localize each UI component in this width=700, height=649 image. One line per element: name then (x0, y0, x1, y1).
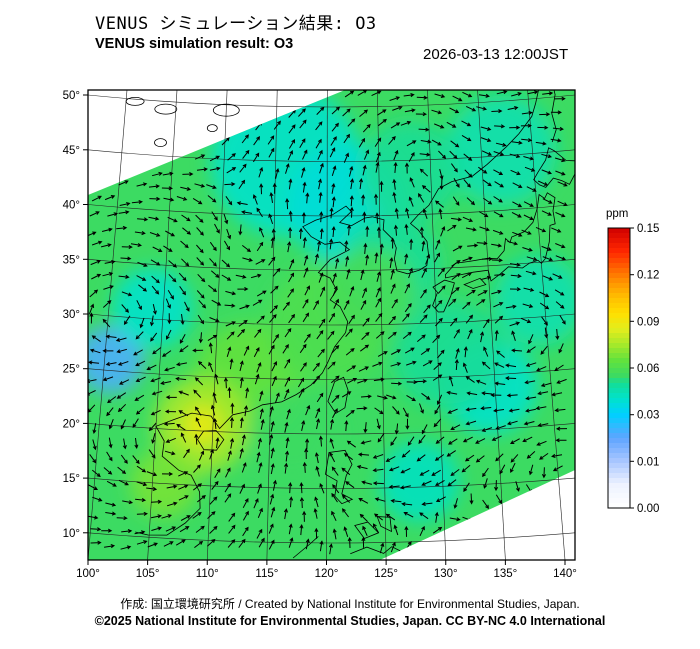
svg-text:25°: 25° (63, 364, 80, 376)
svg-text:0.00: 0.00 (637, 503, 659, 515)
svg-text:100°: 100° (76, 568, 100, 580)
svg-text:ppm: ppm (606, 208, 628, 220)
svg-text:0.09: 0.09 (637, 316, 659, 328)
timestamp: 2026-03-13 12:00JST (423, 46, 569, 63)
svg-text:45°: 45° (63, 145, 80, 157)
credit-line: 作成: 国立環境研究所 / Created by National Instit… (120, 597, 580, 611)
svg-text:40°: 40° (63, 200, 80, 212)
svg-text:0.06: 0.06 (637, 363, 659, 375)
svg-text:105°: 105° (136, 568, 160, 580)
svg-text:20°: 20° (63, 418, 80, 430)
svg-text:120°: 120° (315, 568, 339, 580)
y-axis-labels: 50° 45° 40° 35° 30° 25° 20° 15° 10° (63, 90, 88, 540)
colorbar-ticks: 0.15 0.12 0.09 0.06 0.03 0.01 0.00 (630, 223, 659, 515)
license-line: ©2025 National Institute for Environment… (94, 614, 606, 628)
svg-text:135°: 135° (493, 568, 517, 580)
svg-text:50°: 50° (63, 90, 80, 102)
x-axis-labels: 100° 105° 110° 115° 120° 125° 130° 135° 140° (76, 560, 577, 580)
wind-vectors (88, 90, 568, 555)
svg-text:15°: 15° (63, 473, 80, 485)
ozone-field (88, 90, 575, 560)
svg-text:0.03: 0.03 (637, 410, 659, 422)
svg-text:30°: 30° (63, 309, 80, 321)
plot-frame (87, 89, 576, 561)
title-japanese: VENUS シミュレーション結果: O3 (95, 14, 377, 34)
coastlines (125, 90, 575, 559)
svg-text:125°: 125° (374, 568, 398, 580)
svg-text:35°: 35° (63, 254, 80, 266)
svg-text:0.01: 0.01 (637, 456, 659, 468)
colorbar: ppm (606, 208, 631, 509)
svg-text:110°: 110° (196, 568, 219, 580)
svg-text:140°: 140° (553, 568, 577, 580)
svg-text:115°: 115° (255, 568, 278, 580)
svg-text:130°: 130° (434, 568, 458, 580)
svg-text:0.15: 0.15 (637, 223, 659, 235)
title-english: VENUS simulation result: O3 (95, 36, 294, 52)
svg-text:0.12: 0.12 (637, 270, 659, 282)
svg-text:10°: 10° (63, 528, 80, 540)
